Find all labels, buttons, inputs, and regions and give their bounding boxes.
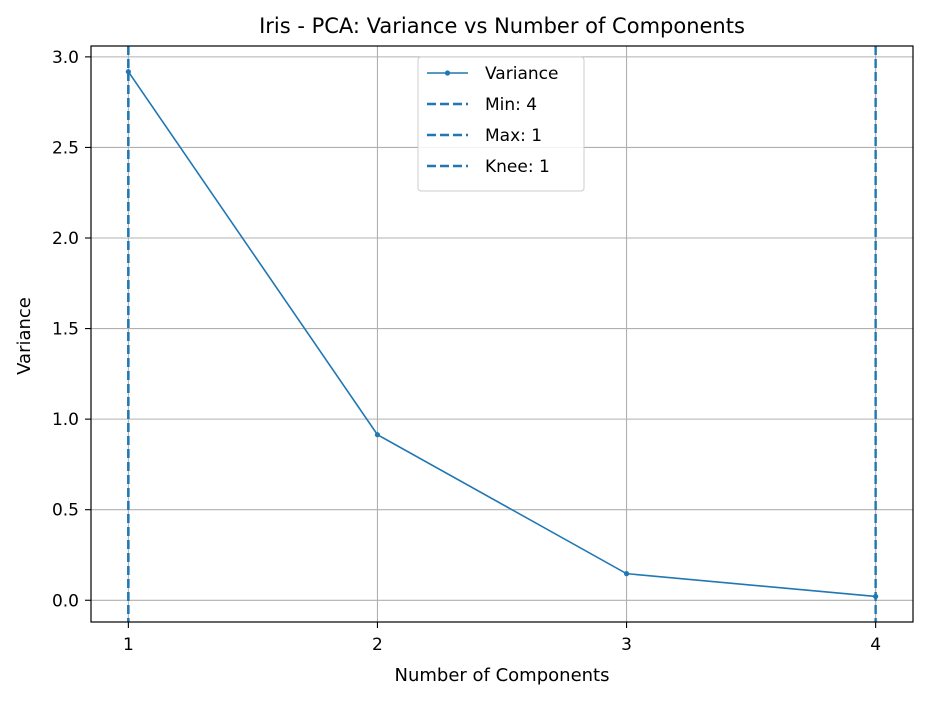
x-axis-ticks: 1 2 3 4	[123, 622, 881, 655]
legend-marker-swatch	[444, 70, 451, 76]
data-point	[873, 593, 879, 600]
x-tick-label: 2	[372, 635, 383, 655]
legend-label: Max: 1	[485, 126, 542, 146]
x-tick-label: 4	[870, 635, 881, 655]
legend: Variance Min: 4 Max: 1 Knee: 1	[417, 56, 585, 192]
y-tick-label: 1.0	[52, 410, 79, 430]
legend-label: Min: 4	[485, 95, 537, 115]
x-axis-label: Number of Components	[395, 665, 610, 686]
y-tick-label: 2.5	[52, 138, 79, 158]
data-point	[374, 432, 381, 438]
y-tick-label: 1.5	[52, 320, 79, 340]
series-layer	[125, 69, 879, 600]
reference-lines	[127, 46, 877, 622]
y-axis-label: Variance	[14, 297, 35, 375]
series-line	[127, 71, 876, 598]
chart-title: Iris - PCA: Variance vs Number of Compon…	[259, 14, 745, 38]
y-tick-label: 0.0	[52, 591, 79, 611]
legend-label: Variance	[485, 64, 558, 84]
x-tick-label: 3	[621, 635, 632, 655]
y-tick-label: 0.5	[52, 501, 79, 521]
plot-frame	[90, 45, 914, 623]
y-tick-label: 3.0	[52, 48, 79, 68]
data-point	[623, 571, 630, 577]
data-point	[125, 69, 131, 75]
legend-label: Knee: 1	[485, 157, 550, 177]
legend-box	[417, 56, 585, 192]
x-tick-label: 1	[123, 635, 134, 655]
y-axis-ticks: 0.0 0.5 1.0 1.5 2.0 2.5 3.0	[52, 48, 91, 611]
grid-lines	[91, 46, 913, 622]
y-tick-label: 2.0	[52, 229, 79, 249]
